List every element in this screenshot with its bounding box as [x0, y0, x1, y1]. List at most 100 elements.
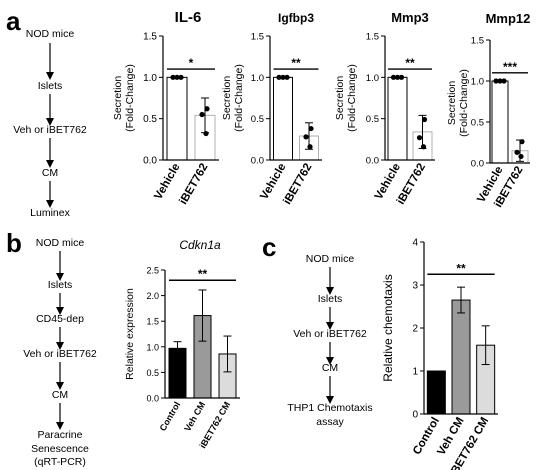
y-tick-label-chemotaxis-4: 4 [412, 238, 418, 249]
flow-step-a-4: Luminex [30, 207, 70, 219]
data-point-mmp12-1-2 [518, 153, 524, 160]
data-point-mmp3-1-2 [420, 144, 427, 150]
data-point-il6-1-2 [203, 130, 209, 137]
flow-step-c-0: NOD mice [306, 253, 355, 265]
x-tick-label-il6-1: iBET762 [178, 162, 211, 207]
y-tick-label-cdkn1a-0: 0.0 [146, 394, 159, 404]
data-point-mmp3-0-1 [394, 74, 401, 80]
y-tick-label-igfbp3-1: 0.5 [251, 114, 264, 125]
data-point-il6-0-0 [170, 74, 176, 80]
flow-step-a-1: Islets [38, 80, 63, 92]
x-tick-label-cdkn1a-1: Veh CM [182, 400, 207, 433]
y-tick-label-cdkn1a-4: 2.0 [146, 291, 159, 301]
y-tick-label-mmp3-0: 0.0 [366, 156, 379, 167]
flow-step-b-0: NOD mice [36, 237, 85, 249]
chart-title-mmp3: Mmp3 [391, 10, 429, 25]
bar-chemotaxis-0 [426, 370, 446, 415]
flow-step-b-4: CM [52, 389, 68, 401]
y-tick-label-il6-1: 0.5 [143, 114, 157, 125]
y-axis-label-cdkn1a: Relative expression [124, 288, 136, 380]
y-tick-label-igfbp3-2: 1.0 [251, 73, 264, 84]
y-axis-label-chemotaxis: Relative chemotaxis [381, 274, 395, 381]
bar-chemotaxis-1 [451, 299, 471, 415]
flow-step-c-5: assay [316, 416, 344, 428]
chart-title-mmp12: Mmp12 [486, 11, 531, 26]
y-tick-label-mmp3-2: 1.0 [366, 73, 379, 84]
data-point-mmp12-1-1 [514, 149, 520, 155]
data-point-mmp3-0-0 [390, 74, 397, 80]
significance-label-mmp3: ** [405, 56, 415, 70]
data-point-igfbp3-1-0 [308, 125, 314, 132]
data-point-il6-0-1 [174, 74, 180, 80]
flow-step-c-3: CM [322, 362, 338, 374]
panel-letter-b: b [6, 228, 22, 258]
bar-cdkn1a-0 [168, 347, 187, 399]
flow-step-a-3: CM [42, 167, 58, 179]
y-axis-label-mmp3: (Fold-Change) [346, 64, 358, 132]
y-tick-label-cdkn1a-2: 1.0 [146, 342, 159, 352]
y-axis-label-mmp12: (Fold-Change) [458, 69, 470, 137]
bar-mmp12-0 [491, 80, 509, 164]
significance-label-il6: * [189, 56, 194, 70]
flow-step-c-2: Veh or iBET762 [293, 328, 367, 340]
data-point-mmp12-0-2 [501, 78, 507, 84]
chart-title-il6: IL-6 [175, 9, 202, 26]
chart-title-cdkn1a: Cdkn1a [179, 238, 221, 252]
data-point-mmp3-1-1 [416, 135, 423, 141]
data-point-il6-0-2 [178, 74, 184, 80]
bar-mmp3-0 [387, 76, 408, 161]
y-axis-label-mmp12: Secretion [446, 81, 458, 126]
bar-il6-0 [166, 76, 188, 161]
y-tick-label-chemotaxis-0: 0 [412, 410, 418, 421]
significance-label-igfbp3: ** [291, 56, 301, 70]
y-axis-label-il6: (Fold-Change) [124, 64, 136, 132]
significance-label-cdkn1a: ** [198, 267, 208, 281]
flow-step-c-4: THP1 Chemotaxis [287, 402, 372, 414]
y-tick-label-mmp12-3: 1.5 [471, 36, 484, 47]
bar-igfbp3-0 [273, 76, 293, 161]
flow-step-a-2: Veh or iBET762 [13, 124, 87, 136]
data-point-mmp12-0-0 [493, 78, 499, 84]
y-tick-label-cdkn1a-5: 2.5 [146, 266, 159, 276]
data-point-igfbp3-1-2 [307, 144, 313, 150]
y-tick-label-chemotaxis-3: 3 [412, 281, 418, 292]
x-tick-label-il6-0: Vehicle [152, 162, 182, 202]
data-point-mmp3-1-0 [421, 116, 428, 123]
y-tick-label-mmp3-3: 1.5 [366, 32, 379, 43]
x-tick-label-cdkn1a-0: Control [158, 400, 183, 433]
y-tick-label-igfbp3-3: 1.5 [251, 32, 264, 43]
y-tick-label-il6-0: 0.0 [143, 156, 157, 167]
data-point-mmp3-0-2 [398, 74, 405, 80]
y-tick-label-mmp12-2: 1.0 [471, 77, 484, 88]
chart-title-igfbp3: Igfbp3 [278, 11, 314, 25]
y-tick-label-igfbp3-0: 0.0 [251, 156, 264, 167]
panel-letter-a: a [6, 6, 21, 36]
significance-label-mmp12: *** [503, 60, 517, 74]
y-axis-label-mmp3: Secretion [334, 76, 346, 121]
flow-step-c-1: Islets [318, 293, 343, 305]
flow-step-b-2: CD45-dep [36, 313, 84, 325]
significance-label-chemotaxis: ** [456, 261, 466, 275]
y-tick-label-cdkn1a-1: 0.5 [146, 368, 159, 378]
y-axis-label-il6: Secretion [112, 76, 124, 121]
data-point-igfbp3-1-1 [303, 134, 309, 140]
data-point-igfbp3-0-2 [284, 74, 290, 80]
y-tick-label-chemotaxis-1: 1 [412, 367, 418, 378]
data-point-il6-1-1 [199, 111, 205, 118]
y-tick-label-chemotaxis-2: 2 [412, 324, 418, 335]
y-tick-label-mmp12-1: 0.5 [471, 118, 484, 129]
flow-step-b-7: (qRT-PCR) [34, 456, 86, 468]
flow-step-b-5: Paracrine [38, 429, 83, 441]
y-tick-label-mmp3-1: 0.5 [366, 114, 379, 125]
y-tick-label-il6-3: 1.5 [143, 32, 157, 43]
data-point-igfbp3-0-1 [280, 74, 286, 80]
data-point-mmp12-1-0 [519, 139, 525, 145]
flow-step-a-0: NOD mice [26, 28, 75, 40]
data-point-mmp12-0-1 [497, 78, 503, 84]
y-axis-label-igfbp3: (Fold-Change) [233, 64, 245, 132]
y-tick-label-il6-2: 1.0 [143, 73, 157, 84]
data-point-igfbp3-0-0 [276, 74, 282, 80]
y-axis-label-igfbp3: Secretion [221, 76, 233, 121]
y-tick-label-cdkn1a-3: 1.5 [146, 317, 159, 327]
